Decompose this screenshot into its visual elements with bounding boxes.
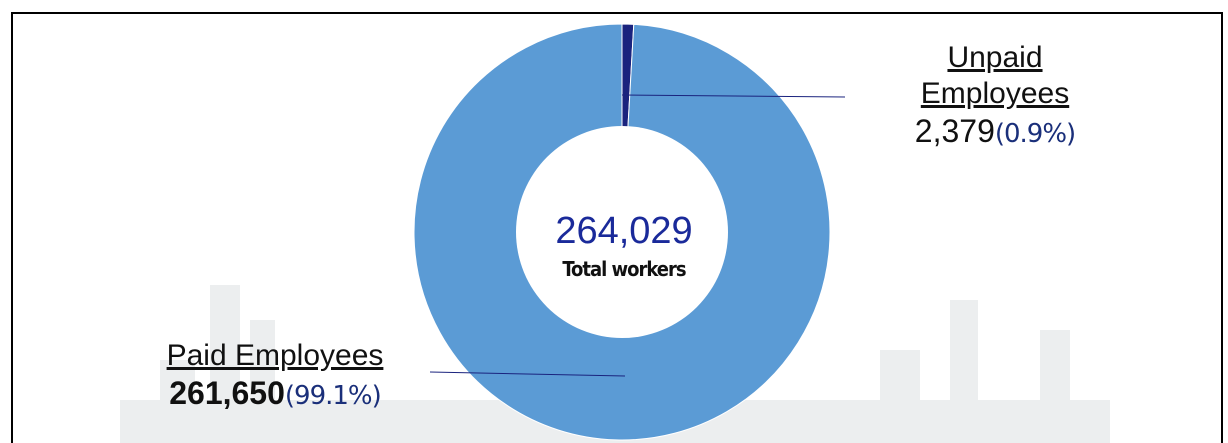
category-label: Paid Employees [166,339,384,372]
value-row: 261,650(99.1%) [130,374,420,415]
frame [11,12,1223,443]
total-value: 264,029 [555,210,692,252]
donut-hole [516,126,728,338]
value-label: 2,379 [914,113,995,149]
total-caption: Total workers [562,257,686,281]
leader-line [621,94,846,98]
value-label: 261,650 [169,375,285,411]
category-label: Unpaid Employees [920,41,1070,110]
label-paid: Paid Employees 261,650(99.1%) [130,338,420,415]
label-unpaid: Unpaid Employees 2,379(0.9%) [880,40,1110,153]
percent-label: (0.9%) [994,119,1076,149]
value-row: 2,379(0.9%) [880,112,1110,153]
leader-line [429,371,626,377]
percent-label: (99.1%) [284,381,382,411]
